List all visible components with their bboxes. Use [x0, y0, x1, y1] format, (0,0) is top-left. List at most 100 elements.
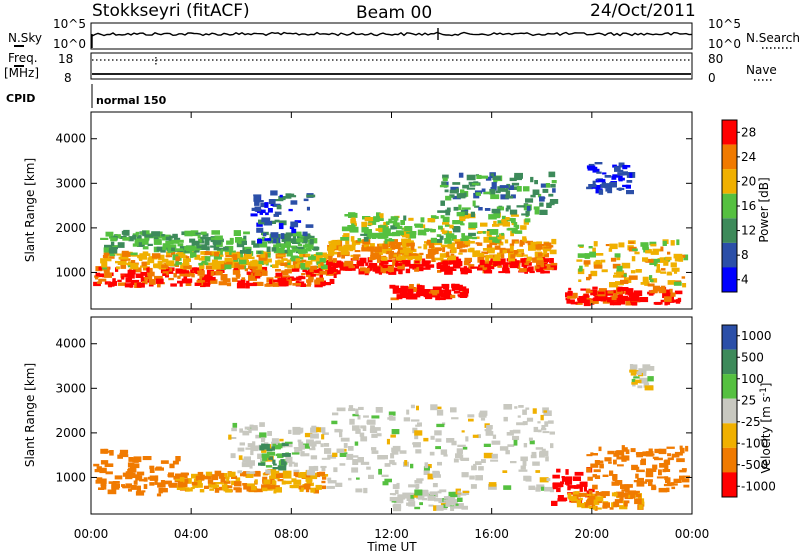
cpid-label: CPID: [6, 92, 35, 105]
scatter-cell: [223, 246, 229, 251]
scatter-cell: [523, 443, 528, 448]
colorbar-swatch: [722, 423, 737, 448]
scatter-cell: [578, 492, 588, 497]
scatter-cell: [226, 240, 234, 245]
scatter-cell: [534, 265, 542, 271]
y-tick-label: 1000: [55, 470, 86, 484]
scatter-cell: [286, 454, 290, 460]
scatter-cell: [505, 217, 510, 221]
scatter-cell: [550, 264, 554, 269]
scatter-cell: [237, 470, 243, 474]
x-tick-label: 00:00: [74, 527, 109, 541]
scatter-cell: [220, 476, 226, 483]
scatter-cell: [632, 382, 636, 387]
scatter-cell: [453, 505, 459, 509]
scatter-cell: [246, 280, 250, 287]
scatter-cell: [227, 485, 233, 488]
scatter-cell: [344, 260, 354, 267]
scatter-cell: [361, 247, 371, 252]
scatter-cell: [280, 445, 286, 448]
scatter-cell: [295, 258, 301, 262]
scatter-cell: [423, 470, 430, 475]
scatter-cell: [520, 225, 527, 230]
scatter-cell: [472, 434, 479, 438]
scatter-cell: [364, 230, 372, 233]
scatter-cell: [434, 471, 440, 476]
scatter-cell: [442, 216, 450, 223]
scatter-cell: [322, 474, 327, 480]
scatter-cell: [586, 494, 592, 497]
scatter-cell: [242, 483, 248, 486]
scatter-cell: [346, 453, 354, 460]
scatter-cell: [260, 202, 269, 208]
scatter-cell: [502, 470, 508, 473]
scatter-cell: [629, 364, 634, 370]
scatter-cell: [595, 179, 599, 183]
scatter-cell: [515, 224, 520, 229]
scatter-cell: [578, 296, 584, 300]
scatter-cell: [298, 485, 307, 489]
scatter-cell: [226, 261, 233, 266]
scatter-cell: [204, 237, 211, 241]
scatter-cell: [247, 460, 255, 466]
scatter-cell: [162, 237, 170, 241]
scatter-cell: [200, 236, 204, 243]
scatter-cell: [386, 250, 390, 254]
scatter-cell: [259, 269, 265, 272]
scatter-cell: [308, 482, 314, 487]
scatter-cell: [413, 493, 419, 498]
scatter-cell: [332, 258, 337, 263]
scatter-cell: [375, 270, 381, 274]
scatter-cell: [522, 409, 527, 415]
scatter-cell: [414, 223, 421, 226]
scatter-cell: [332, 412, 339, 416]
scatter-cell: [302, 474, 306, 479]
scatter-cell: [261, 437, 265, 443]
scatter-cell: [246, 261, 252, 266]
scatter-cell: [567, 492, 572, 499]
scatter-cell: [389, 239, 398, 245]
scatter-cell: [278, 282, 288, 286]
scatter-cell: [541, 252, 547, 257]
scatter-cell: [254, 200, 260, 206]
scatter-cell: [379, 263, 384, 269]
scatter-cell: [447, 255, 457, 261]
scatter-cell: [449, 194, 455, 198]
scatter-cell: [617, 287, 622, 292]
scatter-cell: [394, 489, 399, 495]
freq-left-label-2: [MHz]: [4, 66, 39, 80]
scatter-cell: [406, 232, 410, 236]
scatter-cell: [210, 271, 215, 276]
scatter-cell: [437, 262, 446, 265]
scatter-cell: [510, 214, 519, 217]
scatter-cell: [286, 259, 292, 263]
scatter-cell: [520, 465, 526, 470]
scatter-cell: [128, 457, 134, 462]
scatter-cell: [439, 253, 448, 258]
scatter-cell: [535, 470, 541, 473]
scatter-cell: [602, 300, 610, 304]
scatter-cell: [392, 244, 401, 249]
scatter-cell: [175, 478, 185, 481]
scatter-cell: [494, 245, 501, 250]
scatter-cell: [250, 213, 258, 217]
scatter-cell: [397, 255, 402, 261]
scatter-cell: [384, 265, 392, 269]
scatter-cell: [160, 480, 165, 483]
scatter-cell: [632, 248, 638, 252]
scatter-cell: [315, 277, 324, 283]
scatter-cell: [612, 478, 617, 481]
scatter-cell: [272, 203, 281, 207]
scatter-cell: [198, 479, 202, 485]
scatter-cell: [534, 180, 538, 185]
scatter-cell: [475, 250, 481, 254]
scatter-cell: [535, 487, 541, 492]
scatter-cell: [665, 477, 671, 484]
scatter-cell: [378, 232, 387, 239]
scatter-cell: [423, 262, 430, 266]
scatter-cell: [642, 247, 649, 251]
scatter-cell: [393, 254, 397, 257]
scatter-cell: [106, 450, 111, 453]
scatter-cell: [224, 480, 231, 484]
